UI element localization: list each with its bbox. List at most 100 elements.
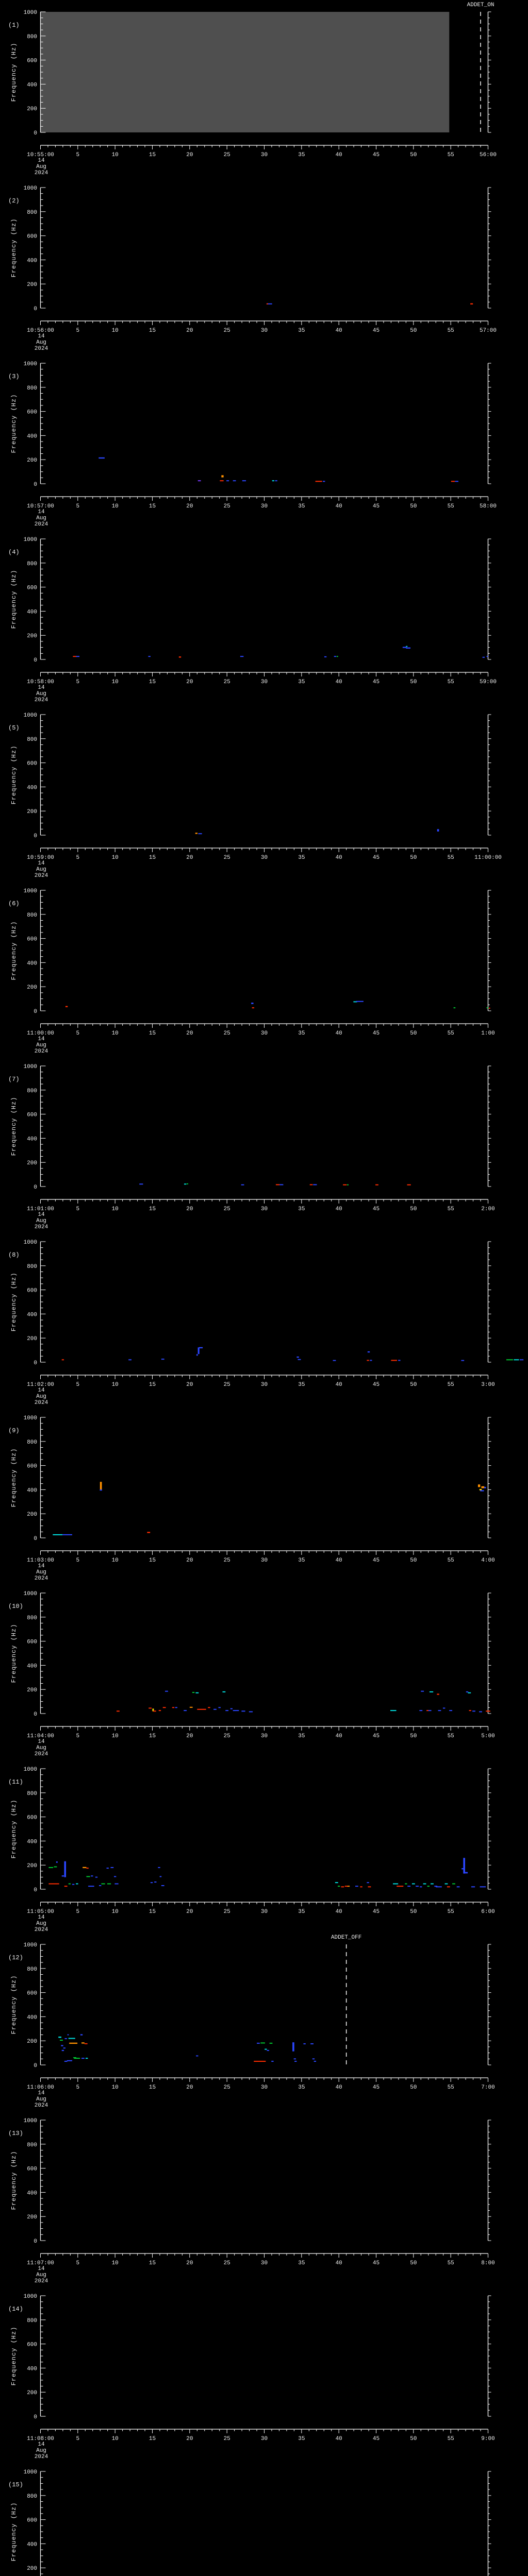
x-tick-label: 15 [149,1382,156,1388]
panel-index-label: (11) [8,1778,23,1786]
date-label: 2024 [35,2278,48,2284]
date-label: 2024 [35,346,48,351]
detection-mark [61,1359,64,1361]
date-label: 2024 [35,1224,48,1230]
y-tick-label: 600 [27,1464,37,1470]
detection-mark [437,1693,439,1695]
x-tick-label: 15 [149,1557,156,1564]
detection-mark [63,2047,65,2049]
detection-mark [226,480,229,482]
x-tick-label: 35 [298,328,305,334]
event-marker-label: ADDET_OFF [331,1935,361,1941]
x-tick-label: 25 [224,152,230,158]
detection-mark [436,1886,442,1888]
date-label: 2024 [35,1751,48,1757]
date-label: Aug [36,2096,46,2103]
event-marker-label: ADDET_ON [467,2,494,8]
detection-mark [514,1359,519,1361]
detection-marks [73,646,488,658]
x-tick-label: 20 [186,2084,193,2091]
detection-mark [153,1710,156,1712]
y-tick-label: 600 [27,1815,37,1821]
x-tick-label: 20 [186,1206,193,1212]
detection-mark [65,1006,68,1007]
date-label: 14 [38,860,45,867]
detection-mark [113,1876,117,1877]
x-tick-label: 30 [261,1557,268,1564]
date-label: 14 [38,158,45,164]
detection-mark [292,2042,294,2052]
y-tick-label: 1000 [24,1240,37,1246]
x-tick-label: 55 [448,1382,454,1388]
y-tick-label: 400 [27,2366,37,2372]
detection-mark [468,1692,471,1693]
detection-mark [61,2049,64,2052]
detection-mark [397,1886,404,1887]
x-tick-label: 40 [336,1382,342,1388]
detection-mark [455,481,458,482]
date-label: Aug [36,1745,46,1751]
y-tick-label: 800 [27,2318,37,2324]
x-tick-label: 11:06:00 [27,2084,54,2091]
detection-mark [221,475,224,478]
x-tick-label: 55 [448,855,454,861]
x-tick-label: 35 [298,152,305,158]
detection-mark [407,1886,411,1887]
detection-mark [486,656,488,657]
detection-mark [479,1488,482,1490]
detection-mark [147,1532,151,1533]
y-tick-label: 600 [27,410,37,416]
detection-mark [58,2037,62,2038]
x-tick-label: 10 [112,855,119,861]
detection-mark [195,1692,199,1693]
y-tick-label: 200 [27,809,37,815]
detection-mark [519,1359,524,1361]
panel-index-label: (5) [8,724,20,732]
y-tick-label: 1000 [24,713,37,719]
x-tick-label: 30 [261,2436,268,2442]
x-tick-label: 10 [112,2260,119,2266]
x-tick-label: 25 [224,679,230,685]
y-tick-label: 1000 [24,2469,37,2476]
detection-mark [315,481,322,482]
y-tick-label: 0 [34,2239,37,2245]
detection-mark [323,481,325,482]
detection-mark [471,1886,475,1888]
panel-index-label: (1) [8,22,20,29]
detection-mark [73,656,77,657]
detection-mark [158,1710,161,1711]
x-tick-label: 40 [336,2084,342,2091]
panel-index-label: (3) [8,373,20,380]
date-label: 14 [38,333,45,340]
date-label: Aug [36,1218,46,1224]
detection-mark [344,1886,348,1887]
date-label: 14 [38,685,45,691]
x-tick-label: 15 [149,2084,156,2091]
x-tick-label: 11:02:00 [27,1382,54,1388]
x-tick-label: 55 [448,1030,454,1037]
saturated-region [40,12,450,132]
x-tick-label: 40 [336,679,342,685]
y-tick-label: 200 [27,2566,37,2572]
y-tick-label: 200 [27,633,37,639]
detection-mark [67,2034,69,2036]
x-tick-label: 10:55:00 [27,152,54,158]
x-tick-label: 50 [410,1206,417,1212]
y-tick-label: 0 [34,1887,37,1893]
x-tick-label: 11:07:00 [27,2260,54,2266]
x-tick-label: 10 [112,1382,119,1388]
spectrogram-panel-7: (7) Frequency (Hz) 0 200 400 600 800 1000 11:01:… [8,1064,495,1230]
detection-mark [74,2058,80,2059]
detection-mark [456,1886,460,1888]
x-tick-label: 3:00 [481,1382,494,1388]
detection-mark [427,1886,430,1887]
date-label: Aug [36,1042,46,1048]
detection-mark [453,1007,456,1009]
x-tick-label: 15 [149,1909,156,1915]
detection-mark [353,1001,357,1003]
x-tick-label: 15 [149,152,156,158]
detection-mark [114,1883,119,1885]
y-tick-label: 800 [27,2494,37,2500]
detection-mark [56,1861,58,1863]
